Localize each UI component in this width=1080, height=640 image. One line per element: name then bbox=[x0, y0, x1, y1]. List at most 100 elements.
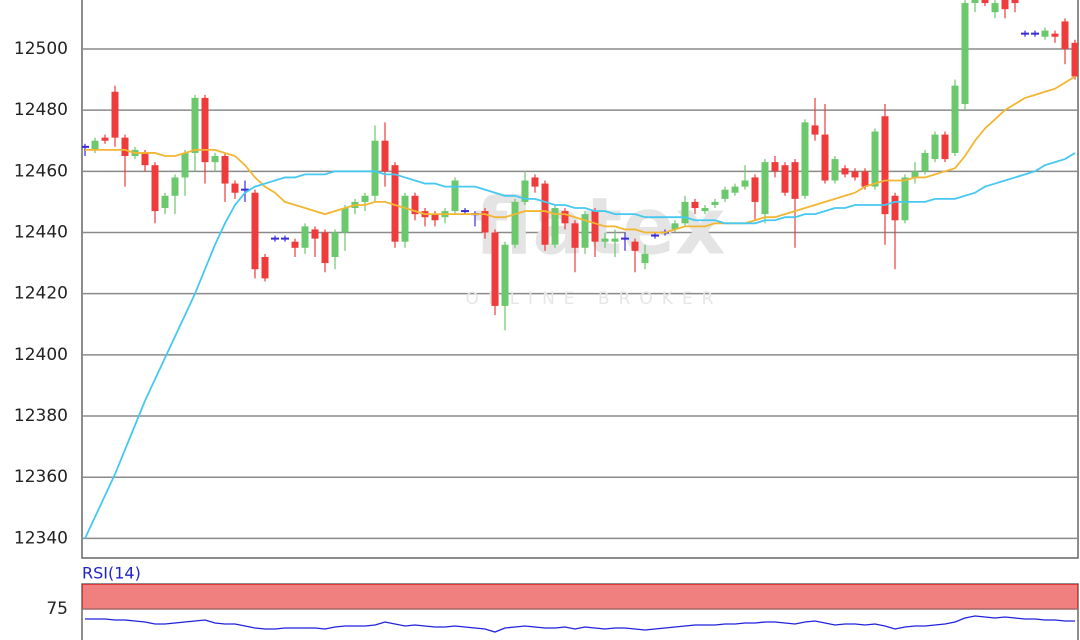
candle-body bbox=[571, 223, 579, 248]
candle-body bbox=[561, 211, 569, 224]
candle-body bbox=[551, 208, 559, 245]
candle-body bbox=[321, 232, 329, 264]
candle-body bbox=[481, 211, 489, 233]
candle-body bbox=[581, 214, 589, 248]
candle-body bbox=[871, 131, 879, 187]
candle-body bbox=[701, 208, 709, 212]
candle-body bbox=[191, 97, 199, 153]
candle-body bbox=[761, 162, 769, 215]
candle-body bbox=[101, 137, 109, 141]
candle-body bbox=[91, 140, 99, 150]
rsi-line bbox=[85, 615, 1075, 633]
candle-body bbox=[671, 223, 679, 230]
candle-body bbox=[631, 241, 639, 251]
candle-body bbox=[171, 177, 179, 196]
rsi-title: RSI(14) bbox=[82, 564, 141, 583]
plot-frame bbox=[81, 0, 1079, 559]
candle-body bbox=[151, 165, 159, 212]
rsi-axis: 75 bbox=[46, 599, 68, 619]
candle-body bbox=[451, 180, 459, 212]
candle-body bbox=[121, 137, 129, 157]
candle-body bbox=[641, 253, 649, 264]
candle-body bbox=[941, 134, 949, 160]
candle-body bbox=[751, 177, 759, 202]
overbought-band bbox=[82, 584, 1078, 610]
candle-body bbox=[391, 165, 399, 242]
candle-body bbox=[431, 214, 439, 221]
candle-body bbox=[111, 91, 119, 138]
candle-body bbox=[361, 195, 369, 202]
candle-body bbox=[891, 195, 899, 221]
candle-body bbox=[141, 152, 149, 166]
candle-body bbox=[831, 159, 839, 181]
candle-body bbox=[771, 162, 779, 172]
candle-body bbox=[991, 3, 999, 13]
candle-body bbox=[1061, 21, 1069, 49]
candle-body bbox=[1051, 33, 1059, 37]
y-tick-label: 12440 bbox=[14, 223, 68, 243]
y-tick-label: 12480 bbox=[14, 100, 68, 120]
candle-body bbox=[881, 116, 889, 215]
candle-body bbox=[901, 177, 909, 221]
candle-body bbox=[911, 171, 919, 178]
candle-body bbox=[921, 152, 929, 172]
candle-body bbox=[601, 238, 609, 242]
candle-body bbox=[261, 256, 269, 279]
y-tick-label: 12400 bbox=[14, 345, 68, 365]
candle-body bbox=[531, 177, 539, 187]
y-tick-label: 12420 bbox=[14, 284, 68, 304]
candle-body bbox=[211, 156, 219, 163]
candle-body bbox=[981, 0, 989, 4]
candle-body bbox=[411, 195, 419, 215]
candle-body bbox=[591, 211, 599, 242]
moving-average-line bbox=[84, 152, 1076, 539]
candle-body bbox=[341, 208, 349, 233]
y-tick-label: 12460 bbox=[14, 161, 68, 181]
y-tick-label: 75 bbox=[46, 599, 68, 619]
candle-body bbox=[401, 195, 409, 242]
candle-body bbox=[681, 201, 689, 224]
y-tick-label: 12500 bbox=[14, 39, 68, 59]
candle-body bbox=[181, 152, 189, 178]
candle-body bbox=[851, 171, 859, 178]
rsi-plot bbox=[82, 584, 1078, 633]
candle-body bbox=[491, 232, 499, 306]
candle-body bbox=[381, 140, 389, 172]
candle-body bbox=[721, 189, 729, 199]
candle-body bbox=[371, 140, 379, 196]
candle-body bbox=[971, 0, 979, 4]
candle-body bbox=[311, 229, 319, 239]
candle-body bbox=[161, 195, 169, 209]
candle-body bbox=[791, 162, 799, 199]
y-tick-label: 12340 bbox=[14, 528, 68, 548]
y-tick-label: 12360 bbox=[14, 467, 68, 487]
candle-body bbox=[201, 97, 209, 163]
y-axis: 12340 12360 12380 12400 12420 12440 12460 12480… bbox=[14, 39, 68, 548]
candle-body bbox=[511, 201, 519, 245]
candle-body bbox=[961, 3, 969, 105]
candle-body bbox=[331, 232, 339, 257]
candle-body bbox=[501, 244, 509, 306]
candle-body bbox=[221, 156, 229, 184]
candle-body bbox=[951, 85, 959, 153]
candle-body bbox=[611, 238, 619, 242]
candle-body bbox=[731, 186, 739, 193]
candle-body bbox=[861, 171, 869, 187]
y-tick-label: 12380 bbox=[14, 406, 68, 426]
candle-body bbox=[1001, 0, 1009, 10]
candle-body bbox=[711, 201, 719, 205]
candle-body bbox=[691, 201, 699, 209]
watermark-tagline: ONLINE BROKER bbox=[465, 289, 722, 309]
candle-body bbox=[841, 168, 849, 175]
moving-average-line bbox=[85, 75, 1076, 234]
candle-body bbox=[801, 122, 809, 196]
candle-body bbox=[231, 183, 239, 193]
main-plot: flatex ONLINE BROKER bbox=[82, 0, 1078, 540]
candle-body bbox=[251, 192, 259, 270]
candle-body bbox=[1011, 0, 1019, 4]
candle-body bbox=[821, 134, 829, 181]
candle-body bbox=[291, 241, 299, 248]
candle-body bbox=[1041, 30, 1049, 37]
candle-body bbox=[1071, 42, 1078, 77]
